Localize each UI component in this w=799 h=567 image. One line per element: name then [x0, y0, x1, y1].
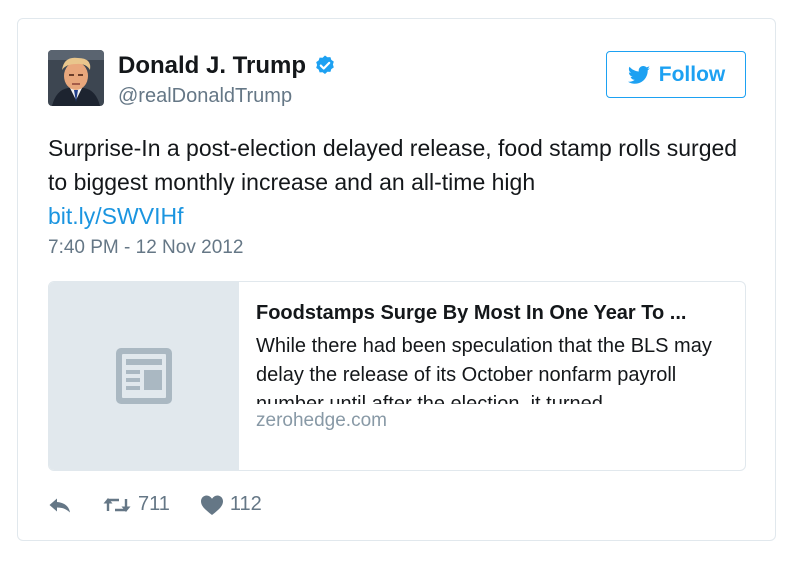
- twitter-bird-icon: [627, 65, 650, 84]
- tweet-link[interactable]: bit.ly/SWVIHf: [48, 203, 184, 229]
- card-description: While there had been speculation that th…: [256, 335, 712, 404]
- author-name[interactable]: Donald J. Trump: [118, 52, 307, 79]
- tweet-actions: 711 112: [48, 493, 262, 516]
- follow-button[interactable]: Follow: [606, 51, 746, 98]
- author-handle[interactable]: @realDonaldTrump: [118, 85, 293, 107]
- reply-icon: [49, 498, 70, 512]
- link-preview-card[interactable]: Foodstamps Surge By Most In One Year To …: [48, 281, 746, 471]
- tweet-text: Surprise-In a post-election delayed rele…: [48, 131, 738, 233]
- reply-button[interactable]: [48, 494, 72, 516]
- card-body: Foodstamps Surge By Most In One Year To …: [239, 282, 745, 470]
- heart-icon: [200, 495, 223, 515]
- tweet-timestamp[interactable]: 7:40 PM - 12 Nov 2012: [48, 237, 244, 258]
- retweet-icon: [103, 497, 131, 512]
- follow-button-label: Follow: [658, 62, 726, 86]
- card-title[interactable]: Foodstamps Surge By Most In One Year To …: [256, 302, 687, 324]
- article-icon: [116, 348, 172, 404]
- author-name-row: Donald J. Trump: [118, 52, 337, 80]
- avatar[interactable]: [48, 50, 104, 106]
- retweet-count: 711: [138, 493, 170, 515]
- retweet-button[interactable]: 711: [102, 493, 170, 516]
- verified-badge-icon: [316, 55, 334, 74]
- tweet-card: Donald J. Trump @realDonaldTrump Follow …: [17, 18, 776, 541]
- profile-photo: [48, 50, 104, 106]
- card-domain: zerohedge.com: [256, 410, 387, 431]
- card-thumbnail: [49, 282, 239, 470]
- like-count: 112: [229, 493, 262, 515]
- like-button[interactable]: 112: [200, 493, 262, 516]
- tweet-body: Surprise-In a post-election delayed rele…: [48, 135, 738, 195]
